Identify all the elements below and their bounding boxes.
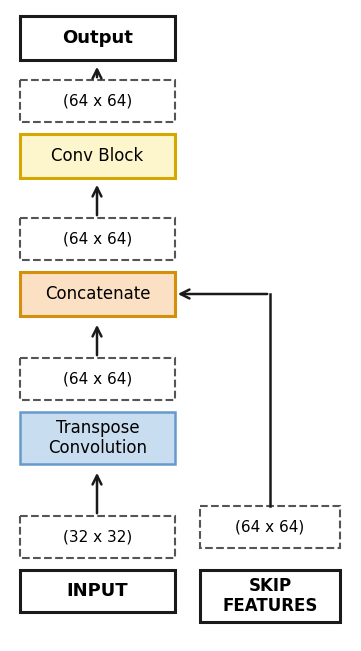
Bar	[20, 272, 175, 316]
Text: Output: Output	[62, 29, 133, 47]
Text: (64 x 64): (64 x 64)	[63, 94, 132, 109]
Text: Conv Block: Conv Block	[51, 147, 144, 165]
Bar	[20, 218, 175, 260]
Text: (64 x 64): (64 x 64)	[235, 519, 305, 534]
Text: Transpose
Convolution: Transpose Convolution	[48, 419, 147, 458]
Bar	[20, 570, 175, 612]
Text: (64 x 64): (64 x 64)	[63, 372, 132, 387]
Text: SKIP
FEATURES: SKIP FEATURES	[222, 577, 318, 615]
Bar	[20, 516, 175, 558]
Bar	[20, 16, 175, 60]
Text: INPUT: INPUT	[67, 582, 128, 600]
Bar	[200, 570, 340, 622]
Text: (32 x 32): (32 x 32)	[63, 529, 132, 544]
Bar	[20, 358, 175, 400]
Bar	[20, 134, 175, 178]
Text: (64 x 64): (64 x 64)	[63, 232, 132, 247]
Bar	[20, 412, 175, 464]
Text: Concatenate: Concatenate	[45, 285, 150, 303]
Bar	[200, 506, 340, 548]
Bar	[20, 80, 175, 122]
